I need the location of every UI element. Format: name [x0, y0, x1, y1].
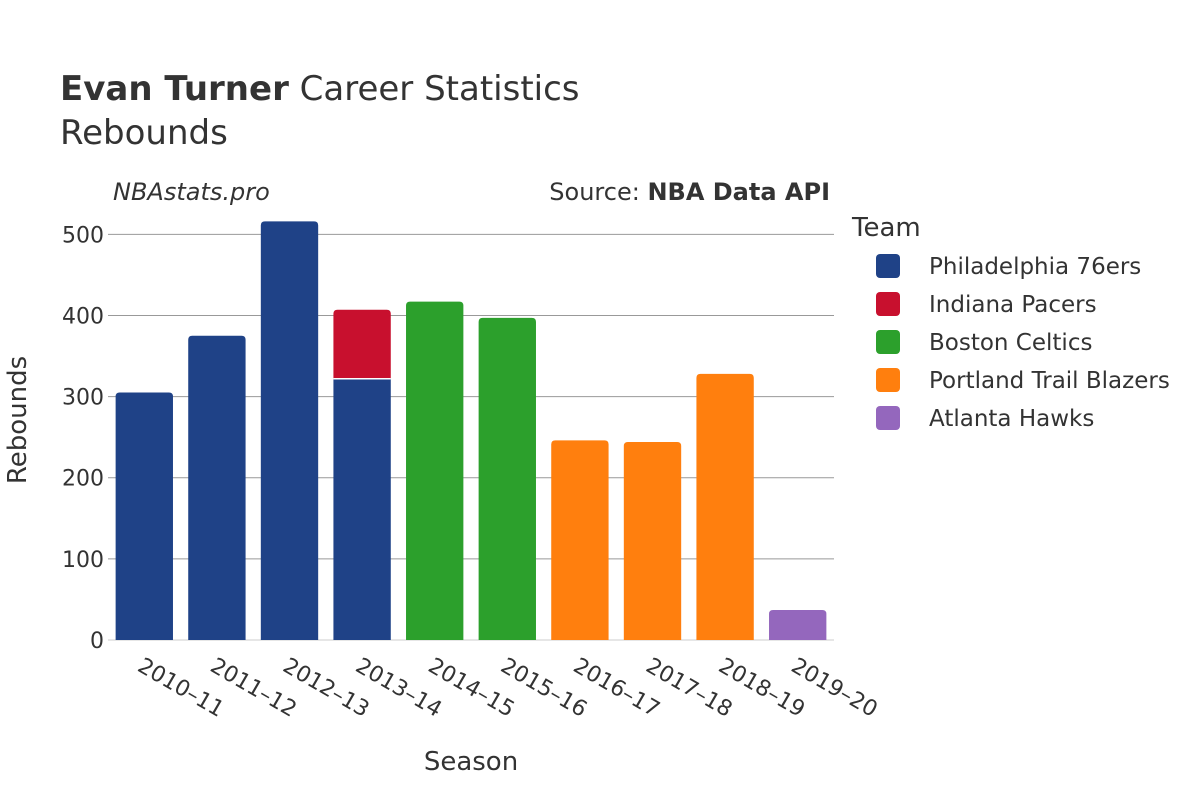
bar-atlanta-hawks [769, 609, 827, 640]
x-axis-title: Season [424, 747, 518, 777]
bar-portland-trail-blazers [551, 440, 609, 640]
legend: Philadelphia 76ers Indiana Pacers Boston C… [876, 254, 1170, 432]
bar-philadelphia-76ers [188, 335, 246, 640]
bar-portland-trail-blazers [696, 373, 754, 640]
legend-swatch [876, 292, 900, 316]
x-axis-ticks: 2010–112011–122012–132013–142014–152015–… [133, 654, 881, 723]
chart-title-player: Evan Turner [60, 69, 289, 109]
y-tick-label: 300 [62, 386, 104, 411]
legend-label: Boston Celtics [929, 330, 1092, 356]
y-tick-label: 400 [62, 304, 104, 329]
legend-swatch [876, 406, 900, 430]
source-name: NBA Data API [647, 178, 830, 206]
y-tick-label: 100 [62, 548, 104, 573]
chart-title: Evan Turner Career Statistics [60, 69, 580, 109]
legend-swatch [876, 368, 900, 392]
legend-label: Indiana Pacers [929, 292, 1097, 318]
y-tick-label: 200 [62, 467, 104, 492]
bar-boston-celtics [406, 301, 464, 640]
legend-label: Portland Trail Blazers [929, 368, 1170, 394]
y-axis-title: Rebounds [3, 356, 33, 484]
source-label: Source: NBA Data API [549, 178, 830, 206]
chart-subtitle: Rebounds [60, 113, 228, 153]
y-axis-ticks: 0 100 200 300 400 500 [62, 223, 104, 654]
legend-label: Philadelphia 76ers [929, 254, 1141, 280]
bar-philadelphia-76ers [260, 221, 319, 640]
bar-philadelphia-76ers [115, 392, 173, 640]
bar-philadelphia-76ers [333, 378, 391, 640]
bar-portland-trail-blazers [623, 442, 682, 640]
chart-title-suffix: Career Statistics [289, 69, 580, 109]
legend-label: Atlanta Hawks [929, 406, 1094, 432]
legend-swatch [876, 254, 900, 278]
legend-title: Team [851, 213, 921, 243]
y-tick-label: 500 [62, 223, 104, 248]
bars [115, 221, 827, 640]
watermark: NBAstats.pro [113, 178, 270, 206]
bar-indiana-pacers [333, 309, 391, 379]
bar-boston-celtics [478, 317, 536, 640]
source-prefix: Source: [549, 178, 647, 206]
legend-swatch [876, 330, 900, 354]
y-tick-label: 0 [90, 629, 104, 654]
